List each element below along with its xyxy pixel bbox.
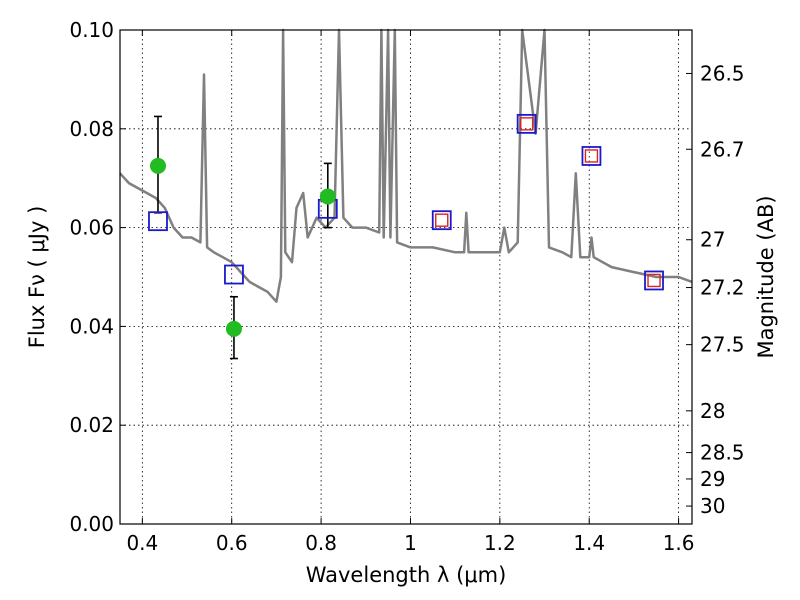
x-tick-label: 0.4 (126, 531, 158, 555)
x-tick-label: 1.6 (663, 531, 695, 555)
x-axis-label: Wavelength λ (μm) (306, 563, 507, 587)
tick-layer: 0.4 0.6 0.8 1 1.2 1.4 1.6 0.00 0.02 0.04 0.06 0.08 0… (69, 18, 744, 555)
right-axis-label: Magnitude (AB) (754, 195, 778, 358)
x-tick-label: 0.8 (305, 531, 337, 555)
y-tick-label: 0.06 (69, 216, 114, 240)
observed-point (225, 320, 242, 337)
model-square (581, 146, 602, 166)
right-tick-label: 29 (700, 467, 725, 491)
observed-point (149, 157, 166, 174)
model-square (224, 264, 244, 285)
y-tick-label: 0.02 (69, 413, 114, 437)
x-tick-label: 1.4 (573, 531, 605, 555)
plot-frame (119, 29, 693, 525)
model-square (516, 113, 537, 134)
model-square (431, 210, 452, 231)
right-tick-label: 27.5 (700, 333, 745, 357)
right-tick-label: 27.2 (700, 276, 745, 300)
right-tick-label: 28 (700, 399, 725, 423)
grid-lines (120, 30, 692, 524)
fit-square (435, 213, 449, 227)
y-tick-label: 0.10 (69, 18, 114, 42)
model-square (644, 270, 664, 291)
x-tick-label: 1.2 (484, 531, 516, 555)
right-tick-label: 28.5 (700, 441, 745, 465)
x-tick-label: 0.6 (216, 531, 248, 555)
errorbar-layer (153, 115, 332, 360)
model-square (148, 211, 168, 232)
fit-square (647, 273, 661, 288)
spectrum-line (119, 28, 693, 303)
right-tick-label: 27 (700, 228, 725, 252)
y-tick-label: 0.08 (69, 117, 114, 141)
observed-point (319, 188, 336, 205)
y-tick-label: 0.04 (69, 314, 114, 338)
spectrum-layer (119, 28, 693, 303)
y-axis-label: Flux Fν ( μJy ) (25, 206, 49, 349)
marker-layer (148, 113, 664, 337)
fit-square (519, 117, 534, 131)
y-tick-label: 0.00 (69, 512, 114, 536)
right-tick-label: 30 (700, 494, 725, 518)
fit-square (584, 149, 599, 163)
right-tick-label: 26.7 (700, 137, 745, 161)
x-tick-label: 1 (404, 531, 417, 555)
right-tick-label: 26.5 (700, 61, 745, 85)
